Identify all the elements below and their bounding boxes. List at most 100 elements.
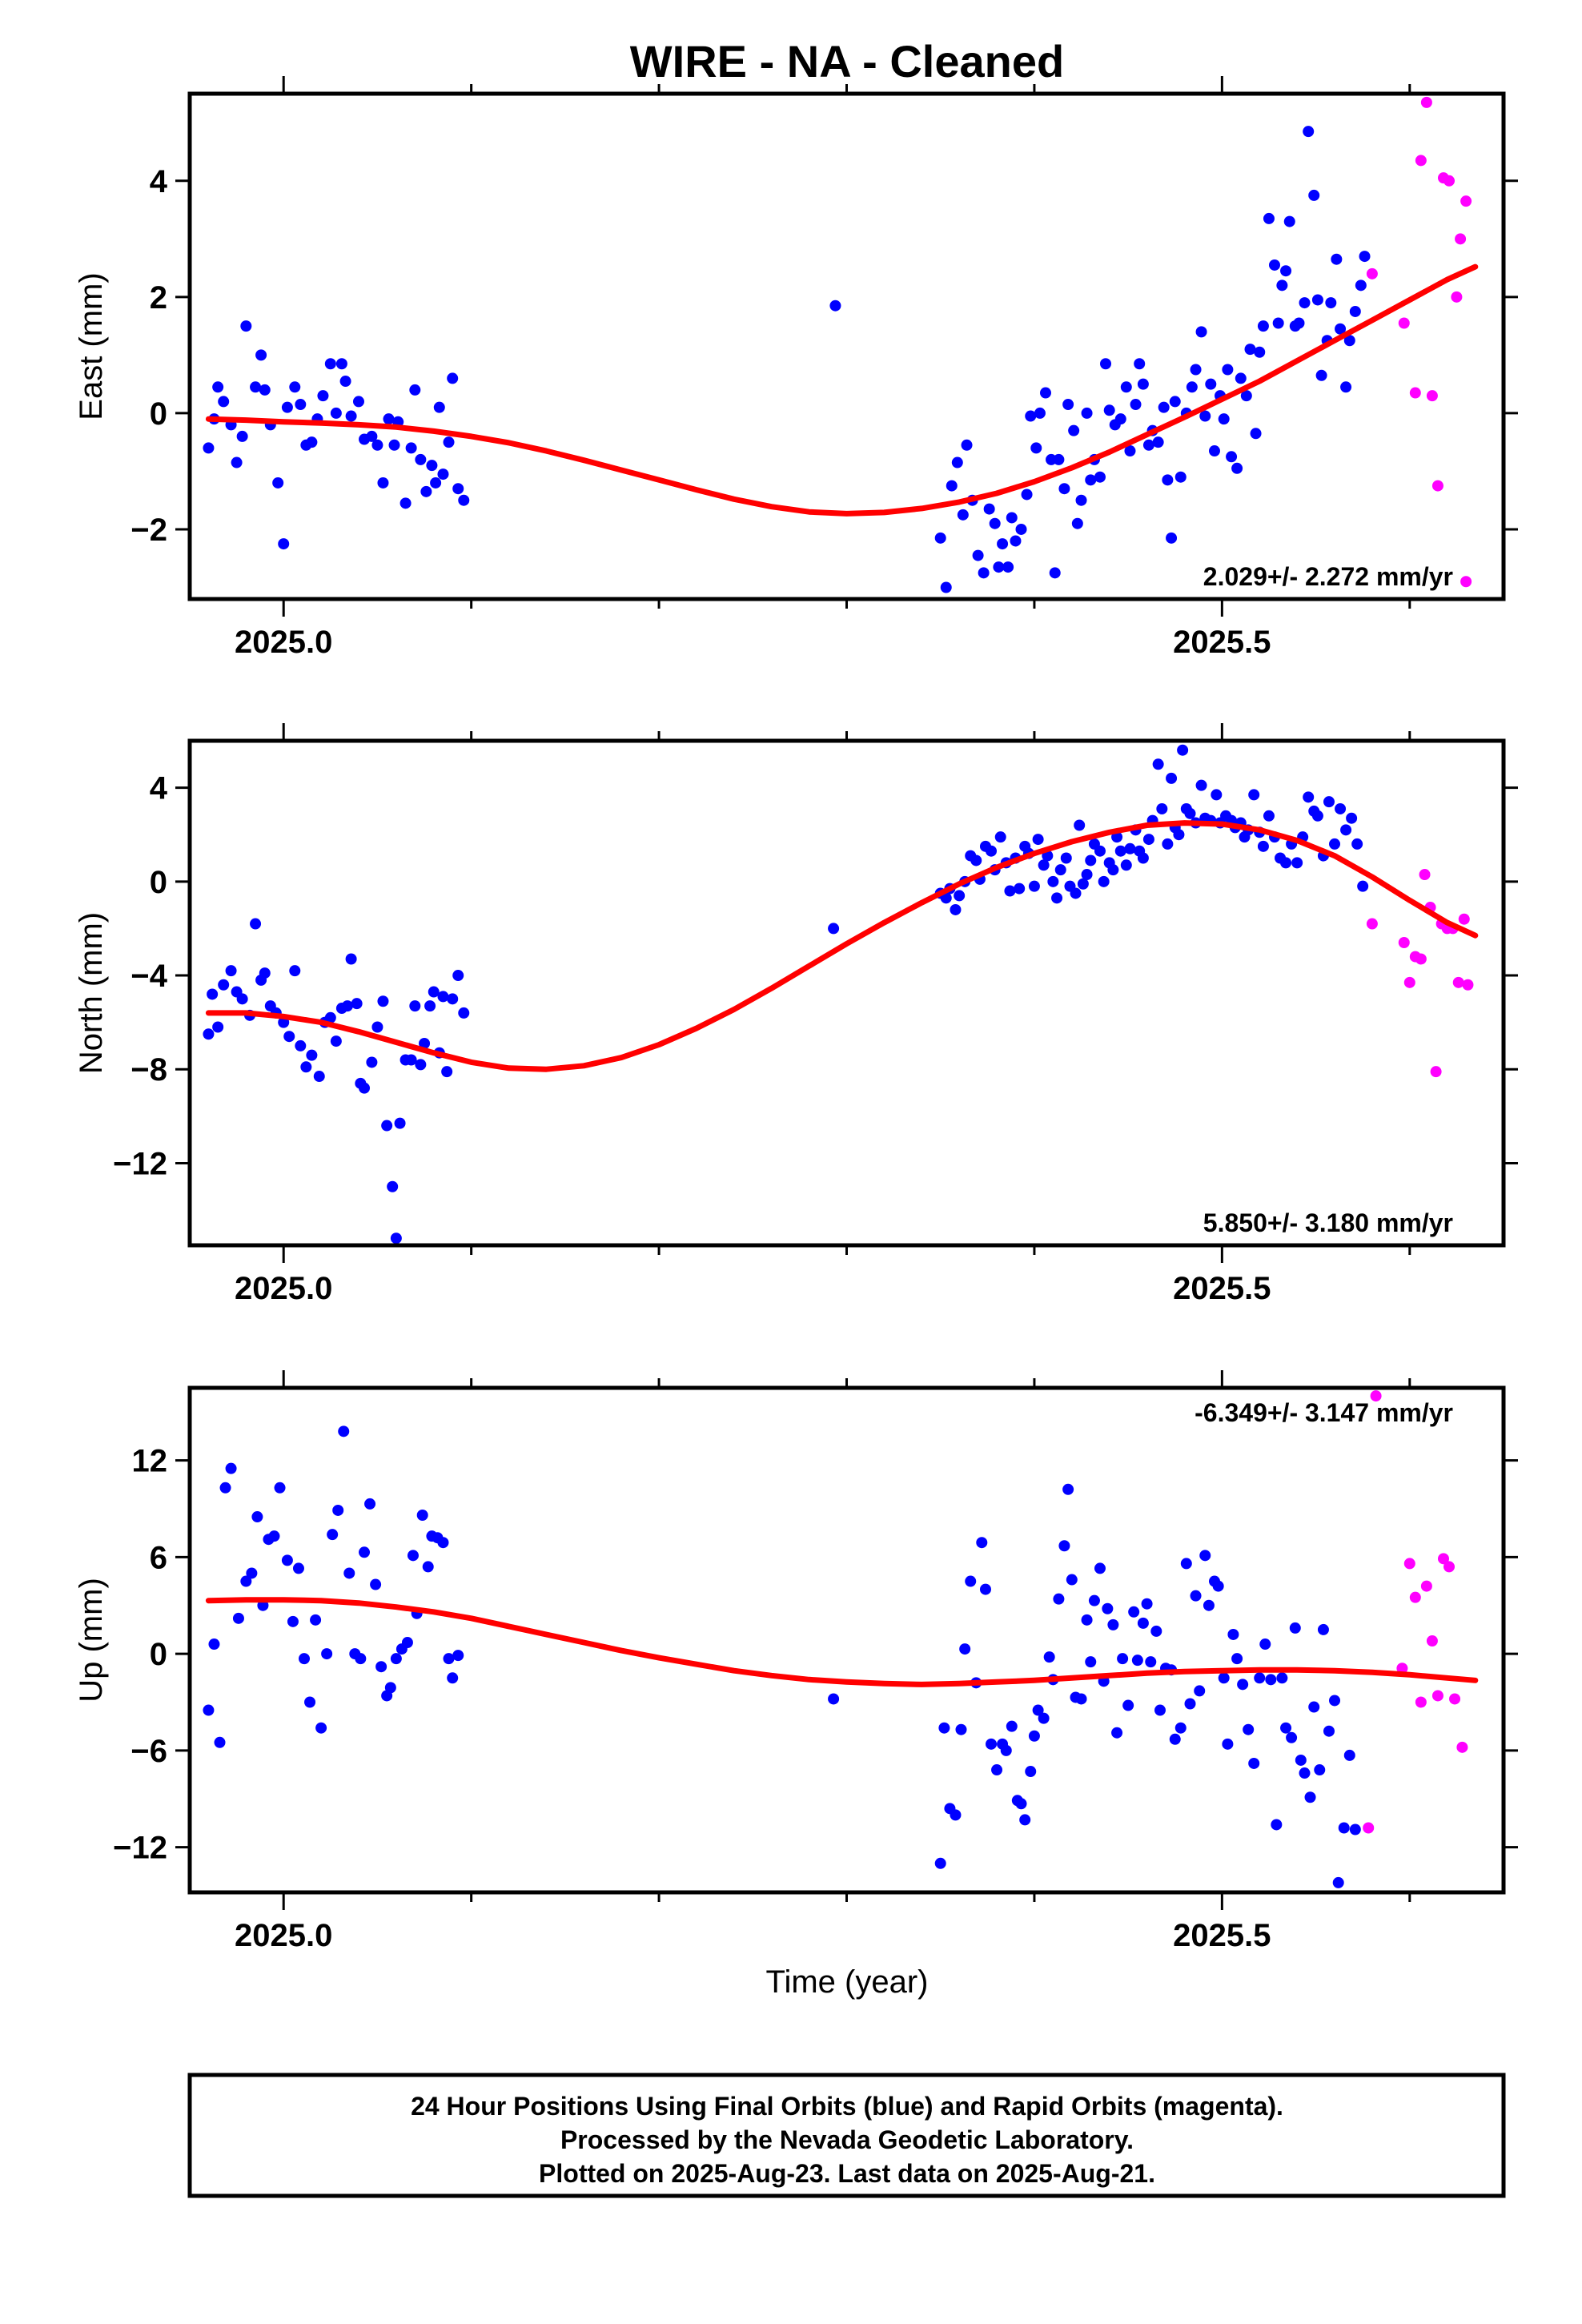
up-final-point — [1304, 1791, 1316, 1803]
east-final-point — [1071, 517, 1083, 529]
up-final-point — [965, 1575, 977, 1587]
up-final-point — [1184, 1698, 1196, 1710]
east-final-point — [1268, 259, 1280, 271]
east-final-point — [1276, 279, 1288, 292]
east-final-point — [957, 509, 969, 521]
north-final-point — [1077, 878, 1089, 890]
up-final-point — [1265, 1674, 1277, 1686]
north-final-point — [1257, 840, 1269, 852]
north-final-point — [1094, 845, 1106, 857]
north-final-point — [1311, 810, 1323, 822]
up-final-point — [1180, 1558, 1192, 1570]
east-rapid-point — [1426, 390, 1438, 402]
up-ytick-label: −12 — [113, 1831, 167, 1866]
east-final-point — [1025, 410, 1037, 422]
up-rapid-point — [1449, 1693, 1461, 1705]
north-final-point — [1028, 880, 1040, 892]
east-final-point — [218, 396, 230, 408]
up-final-point — [359, 1546, 371, 1558]
east-final-point — [1280, 265, 1292, 277]
east-rapid-point — [1366, 267, 1378, 279]
north-final-point — [1081, 869, 1093, 881]
up-final-point — [1194, 1685, 1206, 1697]
east-final-point — [330, 407, 342, 419]
east-final-point — [447, 372, 459, 384]
east-final-point — [1349, 305, 1361, 317]
north-final-point — [458, 1007, 470, 1019]
up-final-point — [1028, 1730, 1040, 1742]
north-final-point — [1177, 744, 1189, 756]
east-final-point — [978, 567, 990, 579]
east-final-point — [452, 483, 464, 495]
east-ytick-label: 2 — [150, 280, 167, 316]
east-final-point — [993, 561, 1005, 573]
east-rapid-point — [1398, 317, 1410, 329]
up-ytick-label: 0 — [150, 1637, 167, 1672]
east-final-point — [1208, 445, 1220, 457]
east-final-point — [1049, 567, 1061, 579]
north-final-point — [218, 979, 230, 991]
east-final-point — [366, 430, 378, 442]
up-final-point — [976, 1537, 988, 1549]
north-final-point — [387, 1180, 399, 1192]
east-final-point — [1174, 471, 1186, 483]
north-final-point — [1085, 854, 1097, 866]
north-final-point — [1184, 807, 1196, 819]
east-final-point — [1303, 126, 1315, 138]
up-final-point — [1141, 1598, 1153, 1610]
up-final-point — [225, 1462, 237, 1474]
up-final-point — [1332, 1876, 1344, 1888]
east-final-point — [400, 497, 412, 509]
east-final-point — [420, 485, 432, 497]
east-final-point — [317, 390, 329, 402]
east-final-point — [240, 320, 252, 332]
north-ytick-label: −8 — [130, 1052, 167, 1088]
up-ylabel: Up (mm) — [74, 1578, 109, 1703]
up-final-point — [1075, 1693, 1087, 1705]
east-xtick-label: 2025.5 — [1173, 625, 1271, 660]
up-final-point — [938, 1722, 950, 1734]
up-final-point — [384, 1682, 396, 1694]
up-final-point — [1137, 1617, 1149, 1629]
east-final-point — [1331, 253, 1343, 265]
north-final-point — [950, 903, 962, 915]
up-final-point — [1227, 1628, 1239, 1640]
north-ytick-label: 0 — [150, 865, 167, 900]
east-final-point — [1002, 561, 1014, 573]
north-final-point — [366, 1056, 378, 1068]
up-panel: 12 6 0 −6 −12 2025.0 2025.5 Up (mm) -6.349+/- 3.… — [74, 1370, 1518, 1953]
north-final-point — [1351, 838, 1363, 850]
north-final-point — [424, 1000, 436, 1012]
up-final-point — [1286, 1731, 1298, 1743]
north-rapid-point — [1419, 869, 1431, 881]
up-final-point — [1174, 1722, 1186, 1734]
up-final-point — [1128, 1606, 1140, 1618]
up-xtick-label: 2025.0 — [235, 1918, 332, 1953]
east-final-point — [306, 436, 318, 448]
north-final-point — [1142, 834, 1154, 846]
up-final-point — [268, 1530, 280, 1542]
up-final-point — [1295, 1754, 1307, 1766]
east-rapid-point — [1451, 291, 1463, 303]
up-final-point — [208, 1638, 220, 1651]
north-rate-label: 5.850+/- 3.180 mm/yr — [1203, 1208, 1453, 1237]
north-final-point — [409, 1000, 421, 1012]
east-final-point — [1134, 358, 1146, 370]
up-final-point — [292, 1562, 304, 1574]
east-final-point — [295, 399, 307, 411]
east-final-point — [1062, 399, 1074, 411]
north-final-point — [283, 1031, 295, 1043]
up-final-point — [1314, 1764, 1326, 1776]
east-final-point — [1039, 387, 1051, 399]
east-final-point — [1226, 451, 1238, 463]
up-final-point — [332, 1504, 344, 1516]
east-final-point — [1103, 404, 1115, 416]
up-final-point — [251, 1511, 263, 1523]
up-final-point — [1085, 1656, 1097, 1668]
east-final-point — [383, 413, 395, 425]
north-ytick-label: 4 — [150, 771, 168, 806]
north-rapid-point — [1452, 976, 1464, 988]
east-final-point — [272, 476, 284, 489]
north-ytick-label: −12 — [113, 1146, 167, 1181]
